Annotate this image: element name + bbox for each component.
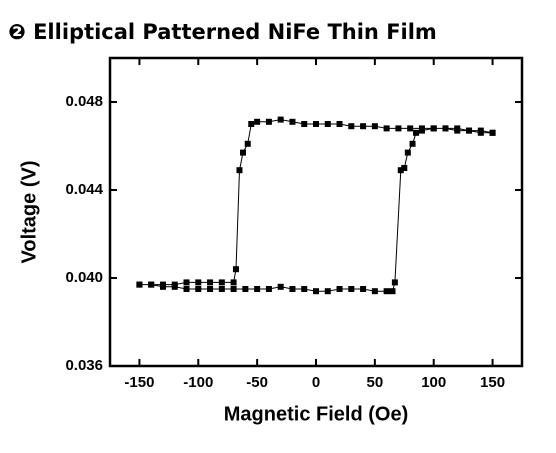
data-point: [336, 286, 343, 292]
data-point: [313, 288, 319, 295]
y-tick-label: 0.040: [65, 269, 103, 286]
data-point: [360, 286, 367, 292]
data-point: [265, 286, 272, 292]
data-point: [218, 279, 225, 286]
data-point: [244, 140, 251, 147]
data-point: [348, 123, 355, 130]
x-tick-label: -150: [124, 374, 154, 391]
data-point: [407, 125, 414, 132]
data-point: [195, 286, 202, 292]
y-tick-label: 0.036: [65, 357, 103, 374]
data-point: [232, 266, 239, 273]
data-point: [277, 283, 284, 290]
data-point: [195, 279, 202, 286]
data-point: [289, 286, 296, 292]
data-point: [289, 118, 296, 125]
data-point: [236, 167, 243, 174]
data-point: [248, 121, 255, 127]
data-point: [171, 281, 178, 288]
y-tick-label: 0.044: [65, 181, 103, 198]
x-tick-label: 100: [421, 374, 446, 391]
plot-frame: [108, 56, 524, 368]
data-point: [383, 125, 390, 132]
data-point: [148, 281, 155, 288]
data-point: [324, 121, 331, 127]
data-point: [183, 279, 190, 286]
data-point: [240, 149, 247, 156]
data-point: [391, 279, 398, 286]
data-point: [477, 127, 484, 134]
data-point: [371, 123, 378, 130]
data-point: [207, 279, 214, 286]
data-point: [418, 125, 425, 132]
x-tick-label: 50: [367, 374, 384, 391]
x-tick-label: -50: [246, 374, 268, 391]
data-point: [360, 123, 367, 130]
data-point: [489, 129, 496, 136]
data-point: [254, 286, 261, 292]
data-point: [159, 281, 166, 288]
data-point: [301, 286, 308, 292]
data-point: [397, 167, 404, 174]
data-point: [371, 288, 378, 295]
x-tick-label: 0: [312, 374, 320, 391]
data-point: [430, 125, 437, 132]
y-tick-label: 0.048: [65, 93, 103, 110]
data-point: [136, 281, 143, 288]
data-point: [401, 165, 408, 171]
data-point: [301, 121, 308, 127]
data-point: [404, 149, 411, 156]
x-tick-label: 150: [480, 374, 505, 391]
data-point: [383, 288, 390, 295]
data-point: [265, 118, 272, 125]
data-point: [254, 118, 261, 125]
data-point: [324, 288, 331, 295]
data-point: [207, 286, 214, 292]
data-point: [413, 129, 420, 136]
data-point: [313, 121, 319, 127]
x-tick-label: -100: [183, 374, 213, 391]
data-point: [218, 286, 225, 292]
data-point: [183, 286, 190, 292]
data-point: [230, 279, 237, 286]
data-point: [442, 125, 449, 132]
data-point: [395, 125, 402, 132]
data-point: [466, 127, 473, 134]
data-point: [389, 288, 396, 295]
data-point: [277, 116, 284, 123]
x-axis-title: Magnetic Field (Oe): [224, 403, 408, 425]
data-point: [454, 125, 461, 132]
data-point: [348, 286, 355, 292]
data-point: [230, 286, 237, 292]
chart-title: ❷ Elliptical Patterned NiFe Thin Film: [8, 20, 437, 44]
data-line: [139, 119, 493, 292]
y-axis-title: Voltage (V): [18, 161, 40, 264]
data-point: [409, 140, 416, 147]
data-point: [336, 121, 343, 127]
data-point: [242, 286, 249, 292]
